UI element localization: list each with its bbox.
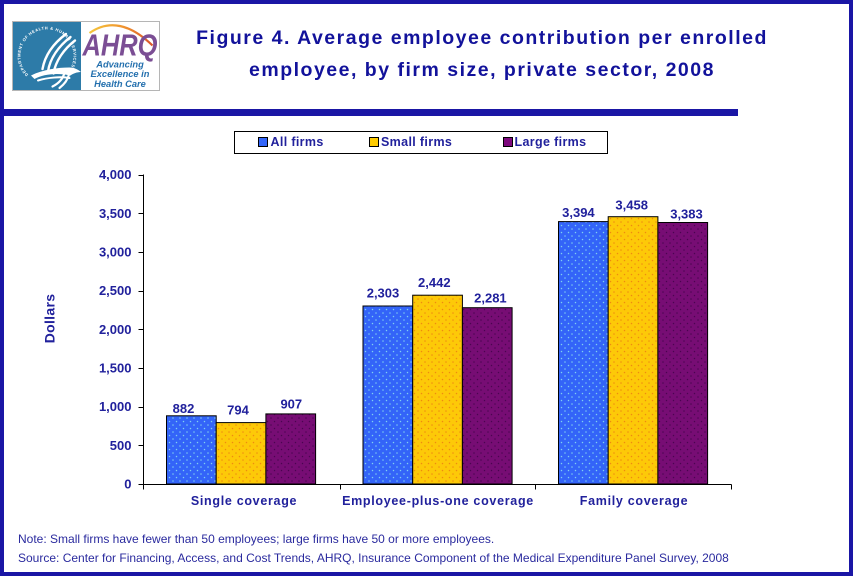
svg-text:3,000: 3,000: [99, 245, 132, 260]
svg-text:3,394: 3,394: [562, 205, 595, 220]
svg-text:1,000: 1,000: [99, 399, 132, 414]
svg-text:907: 907: [280, 397, 302, 412]
svg-text:4,000: 4,000: [99, 167, 132, 182]
svg-text:3,500: 3,500: [99, 206, 132, 221]
svg-text:2,303: 2,303: [367, 286, 400, 301]
svg-text:3,458: 3,458: [615, 198, 648, 213]
svg-text:2,500: 2,500: [99, 283, 132, 298]
svg-text:2,442: 2,442: [418, 275, 451, 290]
svg-text:Dollars: Dollars: [42, 294, 58, 344]
svg-text:2,281: 2,281: [474, 290, 507, 305]
svg-text:Family coverage: Family coverage: [580, 494, 688, 508]
svg-text:2,000: 2,000: [99, 322, 132, 337]
svg-text:Single coverage: Single coverage: [191, 494, 297, 508]
svg-text:3,383: 3,383: [670, 206, 703, 221]
svg-text:AHRQ: AHRQ: [81, 27, 157, 62]
svg-text:882: 882: [173, 401, 195, 416]
svg-text:Employee-plus-one coverage: Employee-plus-one coverage: [342, 494, 534, 508]
svg-text:500: 500: [110, 438, 132, 453]
svg-text:0: 0: [124, 477, 131, 492]
svg-text:1,500: 1,500: [99, 361, 132, 376]
svg-text:794: 794: [227, 403, 249, 418]
